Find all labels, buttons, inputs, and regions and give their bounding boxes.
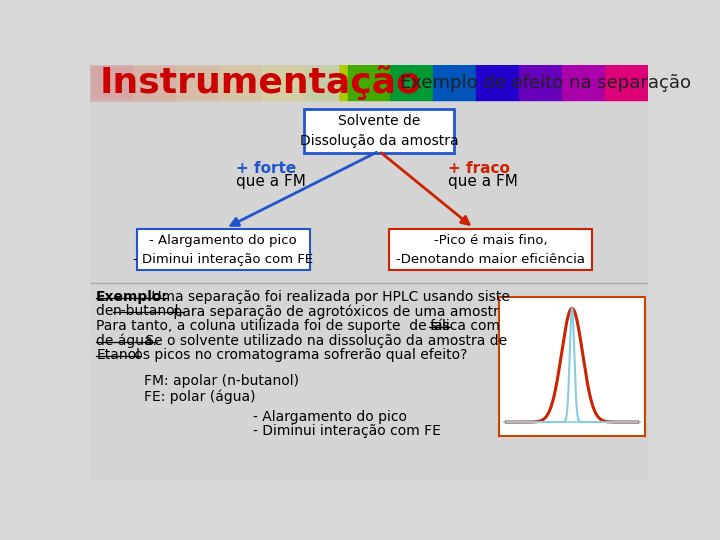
- Text: Solvente de
Dissolução da amostra: Solvente de Dissolução da amostra: [300, 114, 459, 148]
- Text: + fraco: + fraco: [448, 161, 510, 176]
- Text: que a FM: que a FM: [235, 174, 305, 190]
- Text: -Pico é mais fino,
-Denotando maior eficiência: -Pico é mais fino, -Denotando maior efic…: [396, 234, 585, 266]
- FancyBboxPatch shape: [137, 229, 310, 271]
- FancyBboxPatch shape: [389, 229, 593, 271]
- Text: Para tanto, a coluna utilizada foi de suporte  de sílica com: Para tanto, a coluna utilizada foi de su…: [96, 319, 505, 333]
- Text: Etanol: Etanol: [96, 348, 140, 362]
- Text: Exemplo de efeito na separação: Exemplo de efeito na separação: [400, 73, 691, 91]
- Text: Instrumentação: Instrumentação: [99, 65, 421, 100]
- Text: - Alargamento do pico
- Diminui interação com FE: - Alargamento do pico - Diminui interaçã…: [133, 234, 313, 266]
- Bar: [433, 65, 477, 100]
- Text: FE: polar (água): FE: polar (água): [144, 389, 256, 403]
- Bar: [605, 65, 649, 100]
- Bar: [219, 65, 263, 100]
- Bar: [90, 65, 134, 100]
- Text: - Diminui interação com FE: - Diminui interação com FE: [253, 424, 441, 438]
- Text: de: de: [96, 304, 118, 318]
- Text: de água.: de água.: [96, 334, 157, 348]
- FancyBboxPatch shape: [304, 110, 454, 153]
- Bar: [90, 65, 338, 100]
- Text: FM: apolar (n-butanol): FM: apolar (n-butanol): [144, 375, 300, 388]
- Bar: [499, 298, 645, 436]
- Text: Se o solvente utilizado na dissolução da amostra de: Se o solvente utilizado na dissolução da…: [141, 334, 508, 348]
- Bar: [305, 65, 348, 100]
- Text: n-butanol,: n-butanol,: [113, 304, 184, 318]
- Text: Uma separação foi realizada por HPLC usando siste: Uma separação foi realizada por HPLC usa…: [147, 289, 510, 303]
- Bar: [519, 65, 563, 100]
- Bar: [390, 65, 434, 100]
- Bar: [562, 65, 606, 100]
- Text: - Alargamento do pico: - Alargamento do pico: [253, 410, 407, 423]
- Bar: [348, 65, 391, 100]
- Text: + forte: + forte: [235, 161, 296, 176]
- Bar: [133, 65, 176, 100]
- Bar: [261, 65, 305, 100]
- Bar: [176, 65, 220, 100]
- Bar: [477, 65, 520, 100]
- Text: para separação de agrotóxicos de uma amostr: para separação de agrotóxicos de uma amo…: [169, 304, 499, 319]
- Text: os picos no cromatograma sofrerão qual efeito?: os picos no cromatograma sofrerão qual e…: [130, 348, 468, 362]
- Text: Exemplo:: Exemplo:: [96, 289, 168, 303]
- Text: fas: fas: [429, 319, 450, 333]
- Text: que a FM: que a FM: [448, 174, 518, 190]
